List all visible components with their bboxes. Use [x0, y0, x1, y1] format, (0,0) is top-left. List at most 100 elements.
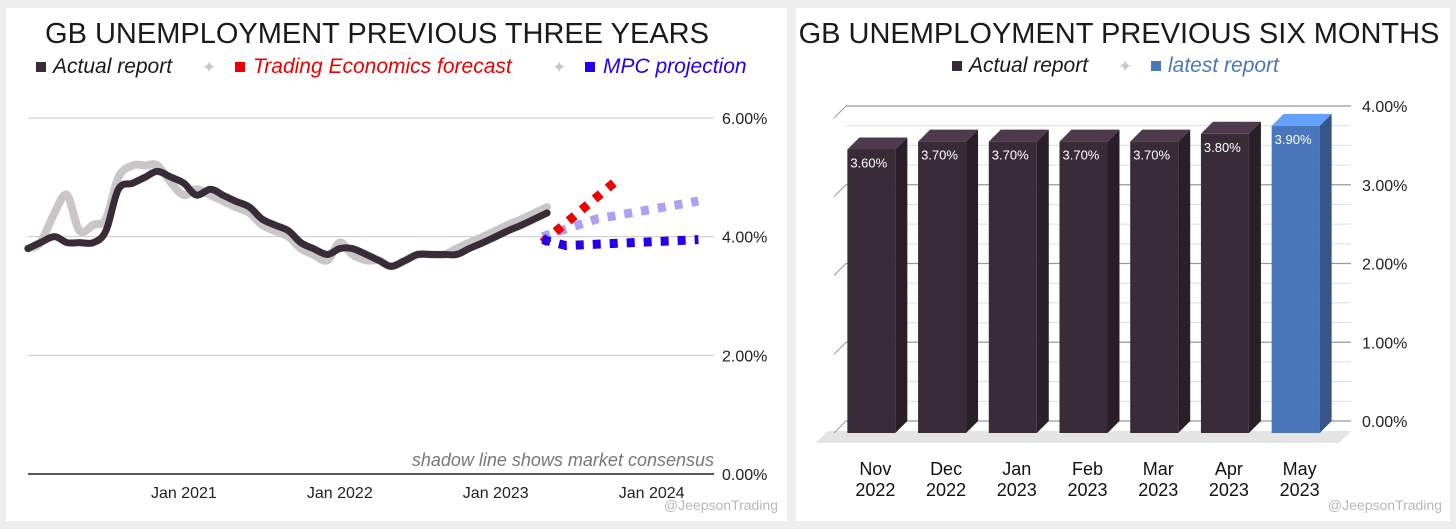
consensus-shadow-line: [24, 160, 552, 271]
x-tick-label-month: Dec: [930, 459, 962, 479]
bar-data-label: 3.70%: [1063, 148, 1100, 163]
bar-side: [1319, 113, 1332, 433]
bar-chart-title: GB UNEMPLOYMENT PREVIOUS SIX MONTHS: [799, 18, 1440, 50]
y-tick-label: 2.00%: [722, 348, 767, 365]
bar-chart-y-axis: 0.00% 1.00% 2.00% 3.00% 4.00%: [1362, 99, 1407, 431]
line-chart-y-axis: 0.00% 2.00% 4.00% 6.00%: [722, 111, 767, 484]
gridline-depth: [833, 263, 847, 276]
bar-chart-bars: 3.60% 3.70% 3.70% 3.70% 3.70% 3.80% 3.90%: [847, 113, 1332, 433]
bar-top: [1200, 121, 1261, 134]
watermark: @JeepsonTrading: [1328, 497, 1442, 513]
mpc-projection-upper-line: [541, 196, 700, 241]
mpc-projection-line: [541, 235, 699, 251]
legend-label-latest: latest report: [1168, 54, 1280, 77]
y-tick-label: 6.00%: [722, 111, 767, 128]
y-tick-label: 0.00%: [722, 467, 767, 484]
bar-side: [1248, 121, 1261, 433]
y-tick-label: 4.00%: [722, 230, 767, 247]
x-tick-label-month: Apr: [1215, 459, 1243, 479]
bar: 3.80%: [1200, 121, 1261, 433]
legend-sparkle-icon: ✦: [202, 58, 216, 77]
bar-front: [988, 141, 1037, 433]
x-tick-label-year: 2023: [1280, 480, 1320, 500]
actual-report-line: [24, 167, 551, 270]
bar-top: [988, 129, 1049, 142]
bar: 3.60%: [847, 137, 908, 433]
line-chart-x-axis: Jan 2021 Jan 2022 Jan 2023 Jan 2024: [151, 485, 685, 502]
bar-side: [1178, 129, 1191, 433]
x-tick-label-month: Nov: [859, 459, 891, 479]
x-tick-label: Jan 2023: [463, 485, 529, 502]
bar-top: [1271, 113, 1332, 126]
legend-label-forecast: Trading Economics forecast: [253, 55, 513, 78]
x-tick-label-year: 2023: [1209, 480, 1249, 500]
bar-chart-legend: Actual report ✦ latest report: [952, 54, 1280, 77]
x-tick-label-month: Feb: [1072, 459, 1103, 479]
y-tick-label: 0.00%: [1362, 414, 1407, 431]
bar-data-label: 3.70%: [1133, 148, 1170, 163]
bar-top: [847, 137, 908, 150]
gridline-depth: [833, 420, 847, 434]
x-tick-label-month: Mar: [1143, 459, 1174, 479]
line-chart-panel: GB UNEMPLOYMENT PREVIOUS THREE YEARS Act…: [6, 8, 787, 521]
bar-side: [1036, 129, 1049, 433]
bar-top: [918, 129, 979, 142]
legend-swatch-forecast: [235, 62, 245, 72]
y-tick-label: 2.00%: [1362, 257, 1407, 274]
legend-swatch-actual: [36, 62, 46, 72]
bar-front: [1130, 141, 1179, 433]
x-tick-label: Jan 2021: [151, 485, 217, 502]
legend-sparkle-icon: ✦: [552, 58, 566, 77]
line-chart-legend: Actual report ✦ Trading Economics foreca…: [36, 55, 747, 78]
bar: 3.70%: [918, 129, 979, 433]
legend-label-mpc: MPC projection: [603, 55, 747, 78]
bar-front: [1059, 141, 1108, 433]
bar-data-label: 3.70%: [992, 148, 1029, 163]
x-tick-label-year: 2023: [997, 480, 1037, 500]
bar-top: [1130, 129, 1191, 142]
shadow-line-annotation: shadow line shows market consensus: [412, 450, 714, 470]
bar: 3.70%: [1059, 129, 1120, 433]
bar-chart: GB UNEMPLOYMENT PREVIOUS SIX MONTHS Actu…: [799, 18, 1442, 513]
chart-floor: [816, 431, 1351, 443]
legend-swatch-actual: [952, 61, 962, 71]
bar-top: [1059, 129, 1120, 142]
bar: 3.70%: [1130, 129, 1191, 433]
bar-front: [1271, 125, 1320, 433]
bar-side: [966, 129, 979, 433]
legend-swatch-mpc: [585, 62, 595, 72]
bar-front: [1200, 133, 1249, 433]
gridline-depth: [833, 341, 847, 355]
bar-chart-panel: GB UNEMPLOYMENT PREVIOUS SIX MONTHS Actu…: [796, 8, 1450, 521]
x-tick-label-month: Jan: [1002, 459, 1031, 479]
bar-data-label: 3.90%: [1275, 132, 1312, 147]
line-chart-title: GB UNEMPLOYMENT PREVIOUS THREE YEARS: [45, 18, 709, 50]
bar-latest: 3.90%: [1271, 113, 1332, 433]
bar-side: [895, 137, 908, 433]
legend-label-actual: Actual report: [967, 54, 1089, 77]
legend-label-actual: Actual report: [51, 55, 173, 78]
x-tick-label: Jan 2022: [307, 485, 373, 502]
x-tick-label-year: 2023: [1138, 480, 1178, 500]
bar: 3.70%: [988, 129, 1049, 433]
legend-swatch-latest: [1151, 61, 1161, 71]
bar-data-label: 3.70%: [921, 148, 958, 163]
y-tick-label: 1.00%: [1362, 335, 1407, 352]
bar-data-label: 3.80%: [1204, 140, 1241, 155]
x-tick-label: Jan 2024: [619, 485, 685, 502]
x-tick-label-year: 2022: [855, 480, 895, 500]
bar-data-label: 3.60%: [850, 156, 887, 171]
gridline-depth: [833, 105, 847, 119]
x-tick-label-year: 2022: [926, 480, 966, 500]
x-tick-label-month: May: [1283, 459, 1317, 479]
gridline-depth: [833, 184, 847, 198]
x-tick-label-year: 2023: [1067, 480, 1107, 500]
y-tick-label: 4.00%: [1362, 99, 1407, 116]
bar-side: [1107, 129, 1120, 433]
y-tick-label: 3.00%: [1362, 178, 1407, 195]
line-chart-series: [24, 160, 700, 271]
bar-chart-x-axis: Nov2022Dec2022Jan2023Feb2023Mar2023Apr20…: [855, 459, 1319, 500]
legend-sparkle-icon: ✦: [1118, 57, 1132, 76]
trading-economics-forecast-line: [539, 173, 624, 247]
watermark: @JeepsonTrading: [664, 497, 778, 513]
